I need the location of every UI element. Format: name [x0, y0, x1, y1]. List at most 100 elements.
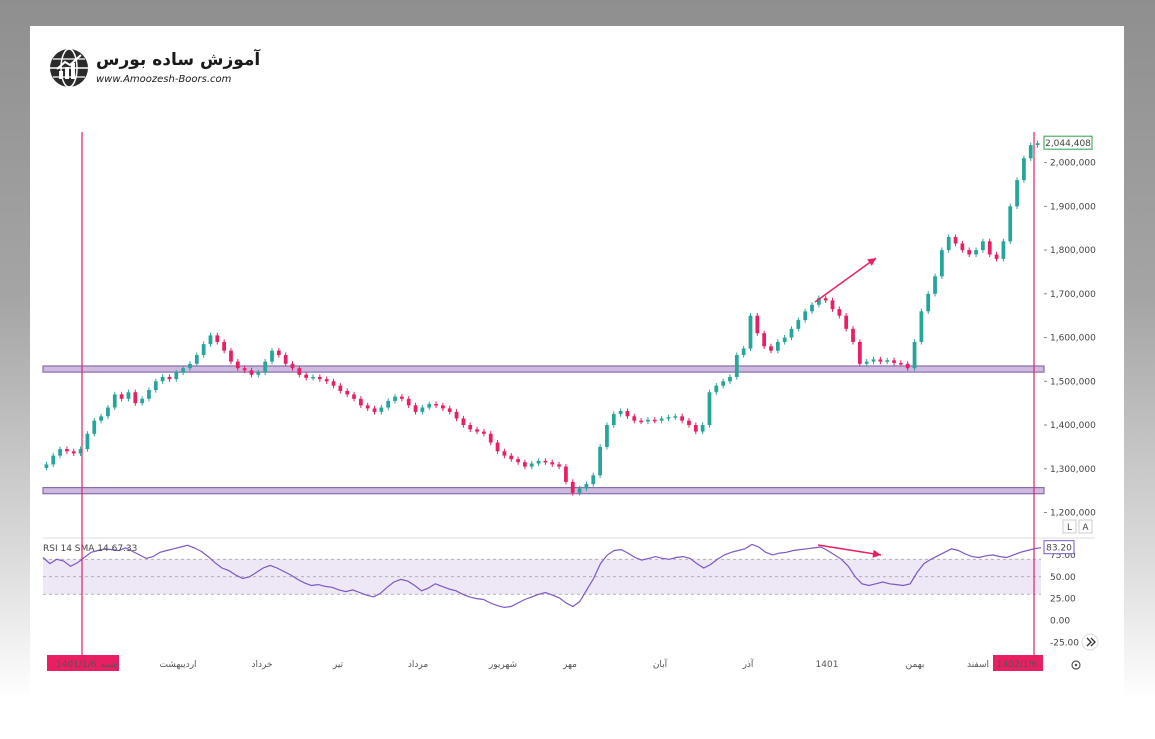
candle-body: [413, 405, 418, 412]
candle-body: [1035, 143, 1040, 146]
candles: [44, 140, 1040, 496]
candle-body: [488, 433, 493, 443]
settings-dot: [1074, 663, 1078, 667]
candle-body: [550, 462, 555, 465]
candle-body: [953, 236, 958, 244]
price-tick-label: 2,000,000: [1050, 159, 1096, 169]
candle-body: [933, 276, 937, 294]
candle-body: [769, 346, 773, 351]
candle-body: [256, 372, 261, 375]
candle-body: [65, 449, 69, 452]
candle-body: [420, 407, 425, 412]
candle-body: [967, 250, 972, 255]
candle-body: [119, 394, 124, 399]
divergence-arrowhead: [867, 258, 876, 266]
support-zones: [42, 365, 1045, 495]
price-tick-label: 1,900,000: [1050, 202, 1096, 212]
scale-button-l[interactable]: L: [1062, 519, 1077, 534]
candle-body: [564, 466, 568, 482]
candle-body: [147, 390, 151, 399]
candle-body: [536, 460, 541, 464]
candle-body: [557, 464, 561, 467]
candle-body: [803, 311, 808, 321]
candle-body: [926, 293, 931, 312]
scale-button-box: [1078, 519, 1093, 534]
rsi-value-label: 83.20: [1046, 544, 1072, 554]
start-date-box: [47, 655, 119, 671]
candle-body: [823, 298, 828, 301]
candle-body: [940, 250, 944, 277]
scale-button-box: [1062, 519, 1077, 534]
candle-body: [78, 449, 83, 454]
candle-body: [399, 396, 404, 399]
rsi-tick-label: -25.00: [1050, 638, 1079, 648]
candle-body: [762, 333, 767, 347]
candle-body: [646, 419, 650, 422]
candle-body: [153, 381, 158, 391]
rsi-tick-label: 0.00: [1050, 617, 1070, 627]
candle-body: [741, 348, 746, 356]
rsi-tick-label: 75.00: [1050, 551, 1076, 561]
rsi-tick-label: 25.00: [1050, 595, 1076, 605]
candle-body: [598, 446, 602, 476]
candle-body: [1028, 145, 1033, 159]
last-price-box: [1043, 135, 1093, 150]
candle-body: [885, 360, 890, 362]
candle-body: [830, 300, 835, 310]
scale-button-label: L: [1067, 523, 1072, 533]
rsi-line: [42, 543, 1042, 609]
candle-body: [441, 405, 445, 409]
candle-body: [509, 455, 514, 460]
candle-body: [775, 341, 780, 351]
candle-body: [728, 376, 732, 382]
scale-button-a[interactable]: A: [1078, 519, 1093, 534]
candle-body: [99, 416, 103, 421]
candle-body: [208, 335, 213, 345]
candle-body: [352, 394, 356, 399]
time-axis-label: خرداد: [251, 660, 272, 670]
time-axis-label: آبان: [653, 658, 668, 670]
end-date-label: 1402/1/6: [997, 660, 1038, 670]
candle-body: [358, 398, 363, 406]
candle-body: [844, 315, 849, 329]
candle-body: [215, 335, 220, 342]
time-axis-label: مرداد: [408, 660, 428, 670]
candle-body: [85, 433, 90, 450]
candle-body: [270, 350, 274, 362]
price-tick-label: 1,700,000: [1050, 290, 1096, 300]
candle-body: [905, 363, 910, 369]
logo: آموزش ساده بورس www.Amoozesh-Boors.com: [48, 47, 260, 95]
rsi-value-box: [1043, 540, 1075, 555]
chevron-right-icon: [1086, 637, 1092, 647]
candle-body: [51, 455, 56, 465]
candle-body: [680, 416, 685, 421]
price-tick-label: 1,200,000: [1050, 509, 1096, 519]
candle-body: [160, 376, 165, 382]
globe-chart-icon: [50, 48, 88, 88]
candle-body: [201, 344, 206, 356]
candle-body: [659, 418, 664, 421]
candle-body: [605, 425, 609, 447]
divergence-arrows: [814, 257, 882, 558]
candle-body: [331, 381, 336, 386]
candle-body: [851, 328, 855, 342]
candle-body: [782, 337, 787, 342]
time-axis-label: مهر: [562, 660, 577, 670]
candle-body: [188, 363, 192, 369]
settings-icon[interactable]: [1071, 660, 1081, 670]
divergence-arrow: [814, 257, 877, 303]
candle-body: [1022, 158, 1026, 181]
candle-body: [194, 355, 199, 364]
candle-body: [898, 362, 903, 365]
candle-body: [338, 385, 343, 391]
candle-body: [58, 449, 62, 456]
rsi-pane: 75.00 50.00 25.00 0.00 -25.00 83.20 RSI 14 SMA…: [42, 540, 1079, 648]
candle-body: [372, 408, 377, 412]
scroll-right-icon[interactable]: [1081, 633, 1099, 651]
candle-body: [365, 405, 370, 409]
candle-body: [591, 475, 596, 485]
candle-body: [386, 400, 391, 408]
rsi-tick-label: 50.00: [1050, 573, 1076, 583]
candle-body: [447, 408, 452, 412]
candle-body: [810, 304, 814, 312]
